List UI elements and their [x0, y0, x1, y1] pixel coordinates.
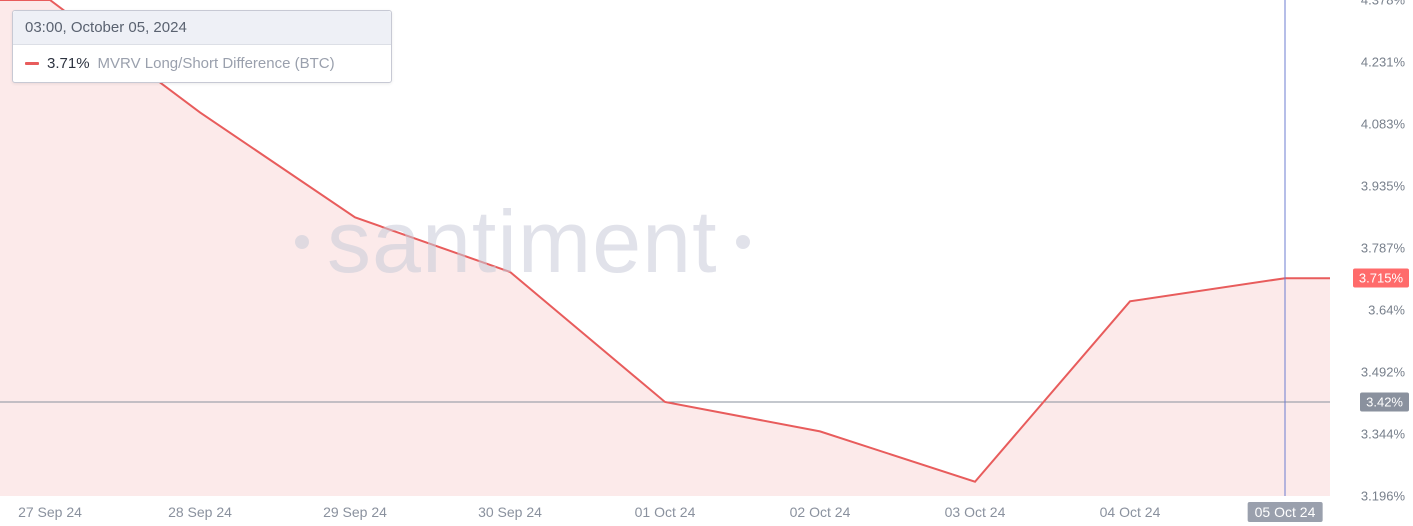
x-tick-highlight: 05 Oct 24: [1248, 502, 1323, 522]
horizontal-marker-badge: 3.42%: [1360, 393, 1409, 412]
y-tick: 4.083%: [1361, 116, 1405, 131]
y-tick: 3.196%: [1361, 489, 1405, 504]
x-axis: 27 Sep 24 28 Sep 24 29 Sep 24 30 Sep 24 01 O…: [0, 496, 1330, 526]
x-tick: 01 Oct 24: [635, 504, 696, 520]
y-tick: 4.378%: [1361, 0, 1405, 8]
tooltip: 03:00, October 05, 2024 3.71% MVRV Long/…: [12, 10, 392, 83]
tooltip-header: 03:00, October 05, 2024: [13, 11, 391, 45]
y-tick: 3.344%: [1361, 426, 1405, 441]
y-tick: 4.231%: [1361, 54, 1405, 69]
tooltip-label: MVRV Long/Short Difference (BTC): [98, 55, 335, 72]
y-tick: 3.787%: [1361, 241, 1405, 256]
x-tick: 02 Oct 24: [790, 504, 851, 520]
x-tick: 29 Sep 24: [323, 504, 387, 520]
tooltip-value: 3.71%: [47, 55, 90, 72]
x-tick: 27 Sep 24: [18, 504, 82, 520]
y-tick: 3.64%: [1368, 302, 1405, 317]
y-tick: 3.492%: [1361, 364, 1405, 379]
tooltip-row: 3.71% MVRV Long/Short Difference (BTC): [13, 45, 391, 82]
x-tick: 28 Sep 24: [168, 504, 232, 520]
chart-container: santiment 4.378%4.231%4.083%3.935%3.787%…: [0, 0, 1413, 526]
y-axis: 4.378% 4.231% 4.083% 3.935% 3.787% 3.64% 3.492…: [1330, 0, 1413, 496]
x-tick: 04 Oct 24: [1100, 504, 1161, 520]
legend-swatch: [25, 62, 39, 65]
x-tick: 30 Sep 24: [478, 504, 542, 520]
current-value-badge: 3.715%: [1353, 269, 1409, 288]
y-tick: 3.935%: [1361, 178, 1405, 193]
x-tick: 03 Oct 24: [945, 504, 1006, 520]
